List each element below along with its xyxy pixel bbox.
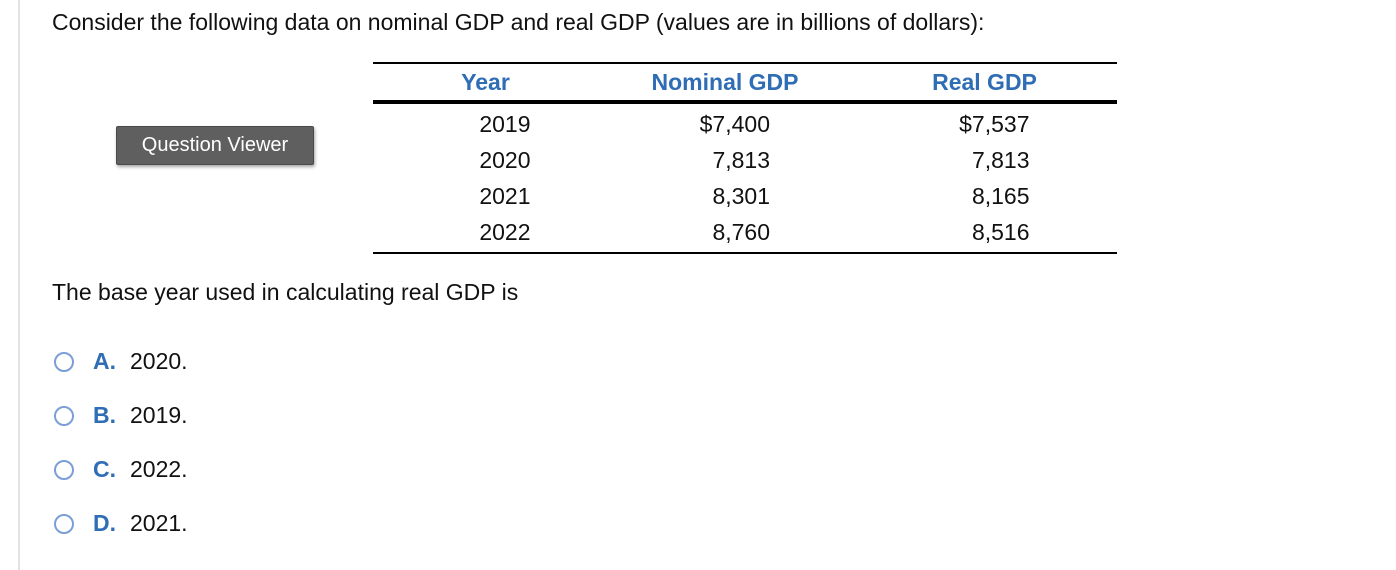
option-letter: D. xyxy=(93,510,116,536)
cell-nominal-gdp: 8,760 xyxy=(598,214,852,253)
year-value: 2021 xyxy=(479,182,531,209)
nominal-gdp-value: $7,400 xyxy=(699,110,770,137)
cell-nominal-gdp: 8,301 xyxy=(598,178,852,214)
option-letter: C. xyxy=(93,456,116,482)
cell-real-gdp: 8,516 xyxy=(852,214,1117,253)
radio-button-c[interactable] xyxy=(54,459,74,480)
cell-year: 2021 xyxy=(373,178,598,214)
real-gdp-value: $7,537 xyxy=(959,110,1030,137)
left-margin-rule xyxy=(18,0,20,570)
header-real-gdp: Real GDP xyxy=(932,68,1037,95)
radio-button-d[interactable] xyxy=(54,513,74,534)
cell-year: 2019 xyxy=(373,102,598,142)
option-text: 2020. xyxy=(130,348,188,374)
option-b[interactable]: B. 2019. xyxy=(54,398,188,433)
option-a[interactable]: A. 2020. xyxy=(54,344,188,379)
question-prompt: Consider the following data on nominal G… xyxy=(52,9,985,35)
cell-real-gdp: 8,165 xyxy=(852,178,1117,214)
table-row: 2022 8,760 8,516 xyxy=(373,214,1117,253)
option-c[interactable]: C. 2022. xyxy=(54,452,188,487)
real-gdp-value: 8,165 xyxy=(971,182,1030,209)
option-text: 2021. xyxy=(130,510,188,536)
table-row: 2021 8,301 8,165 xyxy=(373,178,1117,214)
question-viewer-button[interactable]: Question Viewer xyxy=(116,126,314,165)
cell-nominal-gdp: 7,813 xyxy=(598,142,852,178)
option-letter: A. xyxy=(93,348,116,374)
header-nominal-gdp: Nominal GDP xyxy=(651,68,799,95)
table-row: 2020 7,813 7,813 xyxy=(373,142,1117,178)
header-year: Year xyxy=(461,68,510,95)
option-letter: B. xyxy=(93,402,116,428)
table-row: 2019 $7,400 $7,537 xyxy=(373,102,1117,142)
question-text: The base year used in calculating real G… xyxy=(52,279,519,305)
cell-real-gdp: $7,537 xyxy=(852,102,1117,142)
cell-real-gdp: 7,813 xyxy=(852,142,1117,178)
cell-year: 2022 xyxy=(373,214,598,253)
option-d[interactable]: D. 2021. xyxy=(54,506,188,541)
nominal-gdp-value: 8,760 xyxy=(712,218,770,245)
option-text: 2019. xyxy=(130,402,188,428)
nominal-gdp-value: 7,813 xyxy=(712,146,770,173)
radio-button-b[interactable] xyxy=(54,405,74,426)
gdp-data-table: Year Nominal GDP Real GDP 2019 $7,400 $7… xyxy=(373,62,1117,254)
option-text: 2022. xyxy=(130,456,188,482)
cell-year: 2020 xyxy=(373,142,598,178)
real-gdp-value: 7,813 xyxy=(971,146,1030,173)
radio-button-a[interactable] xyxy=(54,351,74,372)
nominal-gdp-value: 8,301 xyxy=(712,182,770,209)
real-gdp-value: 8,516 xyxy=(971,218,1030,245)
year-value: 2019 xyxy=(479,110,531,137)
answer-options: A. 2020. B. 2019. C. 2022. D. 2021. xyxy=(54,344,188,560)
table-header-row: Year Nominal GDP Real GDP xyxy=(373,63,1117,102)
year-value: 2020 xyxy=(479,146,531,173)
year-value: 2022 xyxy=(479,218,531,245)
cell-nominal-gdp: $7,400 xyxy=(598,102,852,142)
